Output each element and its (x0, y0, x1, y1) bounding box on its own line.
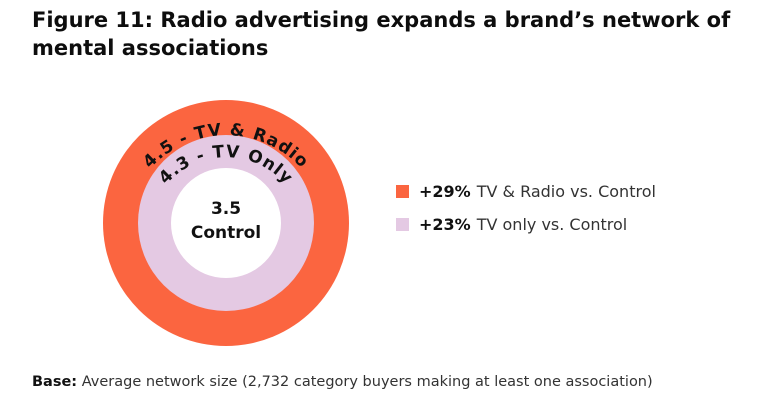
footer-note: Base: Average network size (2,732 catego… (32, 374, 772, 390)
legend-pct-tv-radio: +29% (419, 181, 471, 201)
footer-text: Average network size (2,732 category buy… (81, 374, 653, 390)
ring-control (171, 168, 281, 278)
title-line-2: mental associations (32, 36, 269, 60)
legend-item-tv-radio: +29% TV & Radio vs. Control (396, 180, 656, 202)
legend-text-tv-radio: TV & Radio vs. Control (476, 181, 656, 201)
legend: +29% TV & Radio vs. Control +23% TV only… (396, 180, 656, 246)
legend-pct-tv-only: +23% (419, 214, 471, 234)
center-label: Control (191, 223, 261, 243)
legend-item-tv-only: +23% TV only vs. Control (396, 213, 656, 235)
title-line-1: Figure 11: Radio advertising expands a b… (32, 8, 731, 32)
center-value: 3.5 (211, 199, 241, 219)
legend-swatch-tv-only (396, 217, 409, 231)
legend-text-tv-only: TV only vs. Control (476, 214, 628, 234)
legend-swatch-tv-radio (396, 184, 409, 198)
chart-title: Figure 11: Radio advertising expands a b… (32, 6, 752, 62)
footer-label: Base: (32, 374, 78, 390)
